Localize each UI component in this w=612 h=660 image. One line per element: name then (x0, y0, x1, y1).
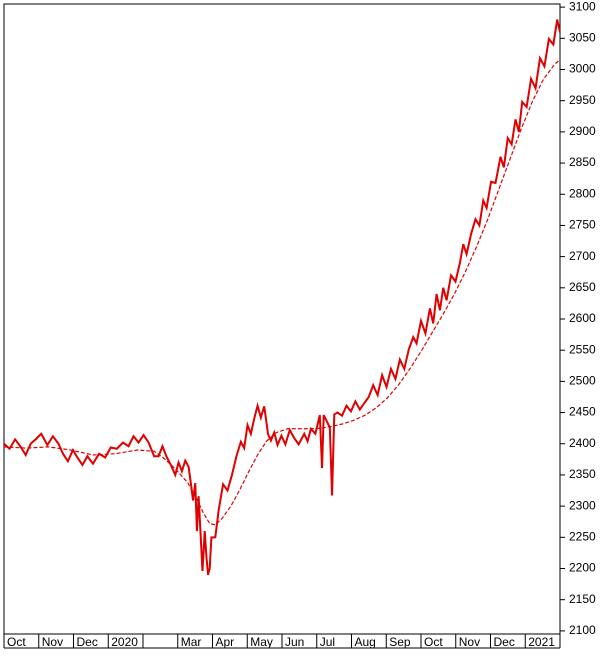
ytick-label: 2600 (569, 311, 596, 325)
ytick-label: 2750 (569, 218, 596, 232)
ytick-label: 2500 (569, 374, 596, 388)
ytick-label: 2250 (569, 529, 596, 543)
xtick-label: 2021 (528, 635, 555, 649)
ytick-label: 3050 (569, 30, 596, 44)
plot-border (4, 4, 560, 634)
ytick-label: 2350 (569, 467, 596, 481)
ytick-label: 3100 (569, 0, 596, 13)
ytick-label: 2700 (569, 249, 596, 263)
ytick-label: 2950 (569, 93, 596, 107)
xtick-label: Sep (389, 635, 411, 649)
series-price (4, 20, 560, 575)
ytick-label: 2800 (569, 186, 596, 200)
ytick-label: 2850 (569, 155, 596, 169)
xtick-label: 2020 (111, 635, 138, 649)
price-chart: 2100 2150 2200 2250 2300 2350 2400 2450 2500 2550… (0, 0, 612, 660)
ytick-label: 2550 (569, 342, 596, 356)
xtick-label: Aug (355, 635, 376, 649)
xtick-label: Mar (181, 635, 202, 649)
xtick-label: Oct (424, 635, 443, 649)
xtick-label: Apr (216, 635, 235, 649)
ytick-label: 2900 (569, 124, 596, 138)
ytick-label: 3000 (569, 62, 596, 76)
xtick-label: Nov (459, 635, 480, 649)
xtick-label: Jul (320, 635, 335, 649)
xtick-label: Dec (77, 635, 98, 649)
ytick-label: 2300 (569, 498, 596, 512)
xtick-label: Oct (7, 635, 26, 649)
ytick-label: 2200 (569, 561, 596, 575)
chart-svg: 2100 2150 2200 2250 2300 2350 2400 2450 2500 2550… (0, 0, 612, 660)
ytick-label: 2100 (569, 623, 596, 637)
xtick-label: Jun (285, 635, 304, 649)
ytick-label: 2650 (569, 280, 596, 294)
ytick-label: 2150 (569, 592, 596, 606)
xtick-label: May (250, 635, 273, 649)
ytick-label: 2450 (569, 405, 596, 419)
xtick-label: Nov (42, 635, 63, 649)
xtick-label: Dec (494, 635, 515, 649)
ytick-label: 2400 (569, 436, 596, 450)
